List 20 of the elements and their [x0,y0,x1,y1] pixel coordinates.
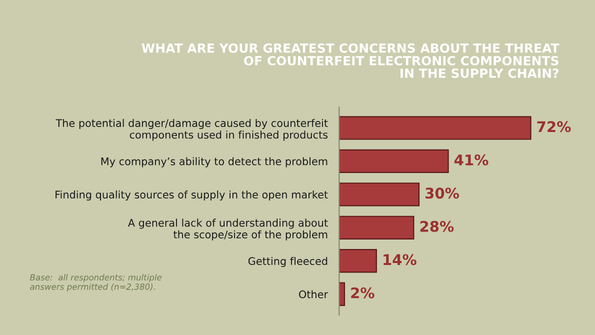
data-label: 30% [426,188,459,199]
y-tick-label: The potential danger/damage caused by counterfeit components used in finished products [56,118,328,141]
data-label: 28% [420,220,454,232]
bar [339,249,377,273]
bar [339,149,449,174]
bar [339,216,414,240]
bar [339,116,532,140]
y-tick-label: My company’s ability to detect the problem [101,157,328,168]
data-label: 14% [384,254,416,266]
y-tick-label: Finding quality sources of supply in the open market [56,190,328,201]
data-label: 41% [454,154,488,166]
data-label: 2% [351,287,374,298]
data-label: 72% [537,121,571,132]
y-tick-label: A general lack of understanding about the scope/size of the problem [128,218,328,240]
y-tick-label: Getting fleeced [248,256,328,268]
text: Base: all respondents; multiple answers permitted (n=2,380). [30,274,162,292]
chart-title: WHAT ARE YOUR GREATEST CONCERNS ABOUT THE THREAT OF COUNTERFEIT ELECTRONIC COMPONENTS IN THE SUPPLY CHAIN? [142,43,560,78]
y-tick-label: Other [299,290,328,298]
bar [339,282,346,306]
bar [339,182,420,206]
